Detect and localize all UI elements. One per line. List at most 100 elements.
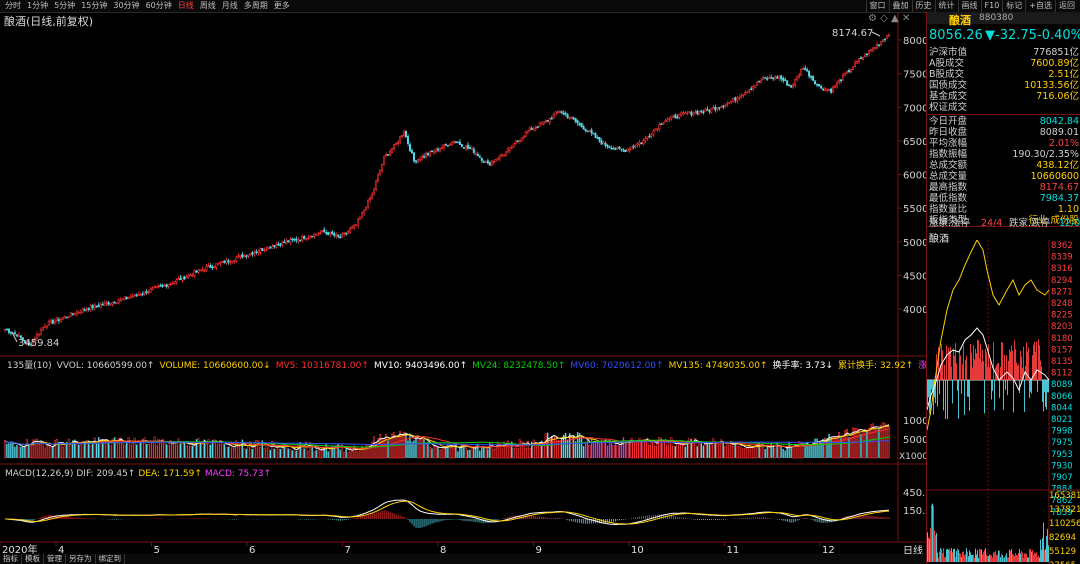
- candle-body: [446, 144, 449, 147]
- intraday-price-tick: 8089: [1051, 380, 1073, 390]
- intraday-price-tick: 8203: [1051, 322, 1073, 332]
- tool-button[interactable]: 标记: [1002, 0, 1025, 12]
- candle-body: [267, 246, 270, 250]
- candle-body: [291, 238, 294, 241]
- volume-bar: [275, 449, 278, 459]
- candle-body: [408, 144, 411, 152]
- volume-header-mv24: MV24: 8232478.50↑: [472, 361, 565, 371]
- candle-body: [458, 141, 461, 145]
- volume-bar: [377, 438, 380, 459]
- volume-bar: [500, 448, 503, 459]
- candle-body: [57, 319, 60, 322]
- candle-body: [836, 82, 839, 87]
- candle-body: [209, 264, 212, 268]
- tool-button[interactable]: F10: [980, 0, 1003, 12]
- candle-body: [213, 266, 216, 268]
- intraday-price-tick: 7862: [1051, 496, 1073, 506]
- volume-bar: [43, 447, 46, 459]
- candle-body: [644, 137, 647, 141]
- chart-title-icons[interactable]: ⚙ ◇ ▲ ✕: [868, 13, 911, 24]
- candle-body: [885, 35, 888, 39]
- candle-body: [606, 145, 609, 147]
- volume-bar: [832, 436, 835, 459]
- bottom-tab[interactable]: 模板: [22, 554, 44, 564]
- period-tab[interactable]: 15分钟: [81, 1, 108, 10]
- volume-bar: [434, 445, 437, 459]
- period-tab[interactable]: 1分钟: [27, 1, 49, 10]
- candle-body: [367, 200, 370, 208]
- candle-body: [772, 77, 775, 80]
- candle-body: [371, 193, 374, 200]
- period-tab[interactable]: 周线: [199, 1, 216, 10]
- candle-body: [438, 148, 441, 152]
- stat-row: 今日开盘 8042.84: [927, 116, 1079, 127]
- period-tab[interactable]: 日线: [177, 1, 194, 10]
- stat-row: 总成交额 438.12亿: [927, 160, 1079, 171]
- intraday-chart-title: 酿酒: [929, 234, 949, 245]
- candle-body: [389, 151, 392, 155]
- candle-body: [746, 91, 749, 94]
- bottom-tab[interactable]: 指标: [0, 554, 22, 564]
- chart-title: 酿酒(日线,前复权): [4, 15, 94, 28]
- period-tab[interactable]: 更多: [273, 1, 290, 10]
- period-tab[interactable]: 月线: [221, 1, 238, 10]
- daily-button[interactable]: 日线: [903, 546, 923, 557]
- stat-value: 10660600: [1030, 171, 1079, 182]
- candle-body: [121, 298, 124, 301]
- y-tick-label: 4000: [903, 305, 926, 316]
- period-tab[interactable]: 分时: [5, 1, 21, 10]
- period-tab[interactable]: 5分钟: [54, 1, 76, 10]
- candle-body: [147, 291, 150, 294]
- tool-button[interactable]: 窗口: [865, 0, 889, 12]
- volume-bar: [185, 445, 188, 459]
- volume-bar: [145, 443, 148, 458]
- candle-body: [560, 111, 563, 113]
- candle-body: [608, 146, 611, 149]
- intraday-price-tick: 8225: [1051, 311, 1073, 321]
- candle-body: [187, 274, 190, 278]
- candle-body: [169, 283, 172, 285]
- period-tab[interactable]: 多周期: [243, 1, 268, 10]
- tool-button[interactable]: 叠加: [888, 0, 912, 12]
- volume-bar: [566, 439, 569, 458]
- candle-body: [668, 117, 671, 120]
- candle-body: [311, 235, 314, 238]
- candle-body: [566, 114, 569, 118]
- candle-body: [49, 320, 52, 323]
- period-tab[interactable]: 60分钟: [145, 1, 172, 10]
- period-tab[interactable]: 30分钟: [113, 1, 140, 10]
- candle-body: [642, 140, 645, 145]
- volume-bar: [822, 439, 824, 458]
- volume-bar: [25, 439, 28, 459]
- candle-body: [399, 136, 402, 143]
- bottom-tab[interactable]: 绑定到: [96, 554, 125, 564]
- candle-body: [810, 75, 813, 78]
- tool-button[interactable]: 统计: [934, 0, 958, 12]
- candle-body: [271, 245, 274, 249]
- volume-bar: [283, 443, 285, 458]
- volume-bar: [762, 447, 765, 459]
- tool-button[interactable]: +自选: [1025, 0, 1055, 12]
- tool-button[interactable]: 画线: [957, 0, 981, 12]
- volume-bar: [550, 435, 553, 458]
- candle-body: [855, 61, 858, 64]
- volume-bar: [784, 450, 786, 458]
- bottom-tab[interactable]: 另存为: [66, 554, 96, 564]
- volume-bar: [179, 443, 182, 458]
- x-tick-label: 9: [536, 545, 542, 554]
- bottom-tab[interactable]: 管理: [44, 554, 66, 564]
- candle-body: [129, 296, 132, 299]
- candle-body: [181, 275, 184, 281]
- candle-body: [269, 247, 272, 249]
- volume-bar: [151, 441, 154, 459]
- candle-body: [87, 308, 90, 310]
- intraday-price-tick: 8112: [1051, 369, 1073, 379]
- kline-chart[interactable]: 8000 7500 7000 6500 6000 5500 5000 4500 4000 8174…: [0, 12, 926, 554]
- candle-body: [660, 123, 663, 125]
- candle-body: [402, 131, 405, 136]
- candle-body: [610, 147, 613, 150]
- tool-button[interactable]: 返回: [1055, 0, 1078, 12]
- tool-button[interactable]: 历史: [911, 0, 935, 12]
- candle-body: [796, 75, 799, 81]
